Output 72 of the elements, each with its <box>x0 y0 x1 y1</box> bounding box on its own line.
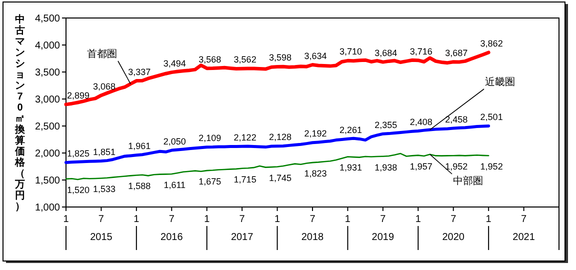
x-tick-label: 7 <box>380 214 386 225</box>
data-label: 1,588 <box>128 181 151 192</box>
y-tick-label: 3,500 <box>34 68 60 78</box>
data-label: 3,494 <box>163 58 186 68</box>
x-tick-label: 1 <box>204 214 210 225</box>
text: 中古マンション70㎡換算価格（万円） <box>15 14 25 212</box>
text: 2016 <box>160 232 184 243</box>
data-label: 1,952 <box>480 162 503 172</box>
x-tick-label: 7 <box>98 214 104 225</box>
data-label: 3,337 <box>128 66 151 77</box>
data-label: 2,458 <box>445 114 468 124</box>
data-label: 3,562 <box>234 54 256 65</box>
y-tick-label: 4,000 <box>34 40 60 52</box>
data-label: 3,687 <box>445 48 468 58</box>
text: 首都圏 <box>87 49 117 60</box>
data-label: 2,122 <box>234 132 256 142</box>
text: 2017 <box>230 232 254 243</box>
data-label: 3,598 <box>269 52 292 63</box>
data-label: 3,684 <box>374 48 398 58</box>
x-tick-label: 1 <box>486 214 492 225</box>
x-tick-label: 7 <box>310 214 316 225</box>
data-label: 1,851 <box>92 147 116 158</box>
x-tick-label: 7 <box>168 214 175 225</box>
data-label: 1,715 <box>234 174 256 184</box>
data-label: 1,938 <box>374 162 398 172</box>
text: 2018 <box>301 232 324 243</box>
y-tick-label: 3,000 <box>34 94 60 106</box>
data-label: 3,634 <box>304 50 327 61</box>
x-tick-label: 7 <box>521 214 528 225</box>
data-label: 2,192 <box>304 128 327 139</box>
data-label: 1,825 <box>67 148 90 158</box>
text: 2019 <box>372 232 394 243</box>
data-label: 1,823 <box>304 168 327 179</box>
data-label: 1,931 <box>339 162 362 173</box>
data-label: 2,261 <box>339 124 362 135</box>
x-tick-label: 1 <box>63 214 70 225</box>
data-label: 2,109 <box>198 133 222 144</box>
text: 2020 <box>442 232 465 243</box>
data-label: 1,520 <box>67 184 90 195</box>
text: 2021 <box>512 232 536 243</box>
data-label: 1,675 <box>198 176 222 187</box>
y-tick-label: 4,500 <box>34 14 60 24</box>
data-label: 1,533 <box>92 184 116 194</box>
text: 中部圏 <box>453 176 483 187</box>
data-label: 2,501 <box>480 112 503 122</box>
x-tick-label: 1 <box>344 214 351 225</box>
y-tick-label: 2,500 <box>34 122 60 132</box>
data-label: 2,899 <box>67 90 90 100</box>
text: 2015 <box>90 232 113 243</box>
data-label: 3,862 <box>480 38 503 48</box>
x-tick-label: 7 <box>239 214 246 225</box>
data-label: 2,408 <box>410 116 432 127</box>
data-label: 1,611 <box>164 180 186 190</box>
text: 近畿圏 <box>485 76 515 88</box>
data-label: 2,050 <box>163 136 186 146</box>
data-label: 3,568 <box>198 54 222 64</box>
data-label: 3,716 <box>410 46 432 56</box>
y-tick-label: 2,000 <box>34 148 60 160</box>
x-tick-label: 1 <box>415 214 422 225</box>
x-tick-label: 1 <box>134 214 140 225</box>
data-label: 1,961 <box>128 141 151 152</box>
data-label: 3,068 <box>92 81 116 92</box>
data-label: 1,745 <box>269 172 292 183</box>
x-tick-label: 7 <box>450 214 457 225</box>
data-label: 1,952 <box>445 162 468 172</box>
y-tick-label: 1,500 <box>34 176 60 186</box>
data-label: 3,710 <box>339 46 362 57</box>
data-label: 2,128 <box>269 132 292 142</box>
data-label: 1,957 <box>410 161 432 172</box>
x-tick-label: 1 <box>274 214 281 225</box>
y-tick-label: 1,000 <box>34 202 60 214</box>
data-label: 2,355 <box>374 120 398 130</box>
